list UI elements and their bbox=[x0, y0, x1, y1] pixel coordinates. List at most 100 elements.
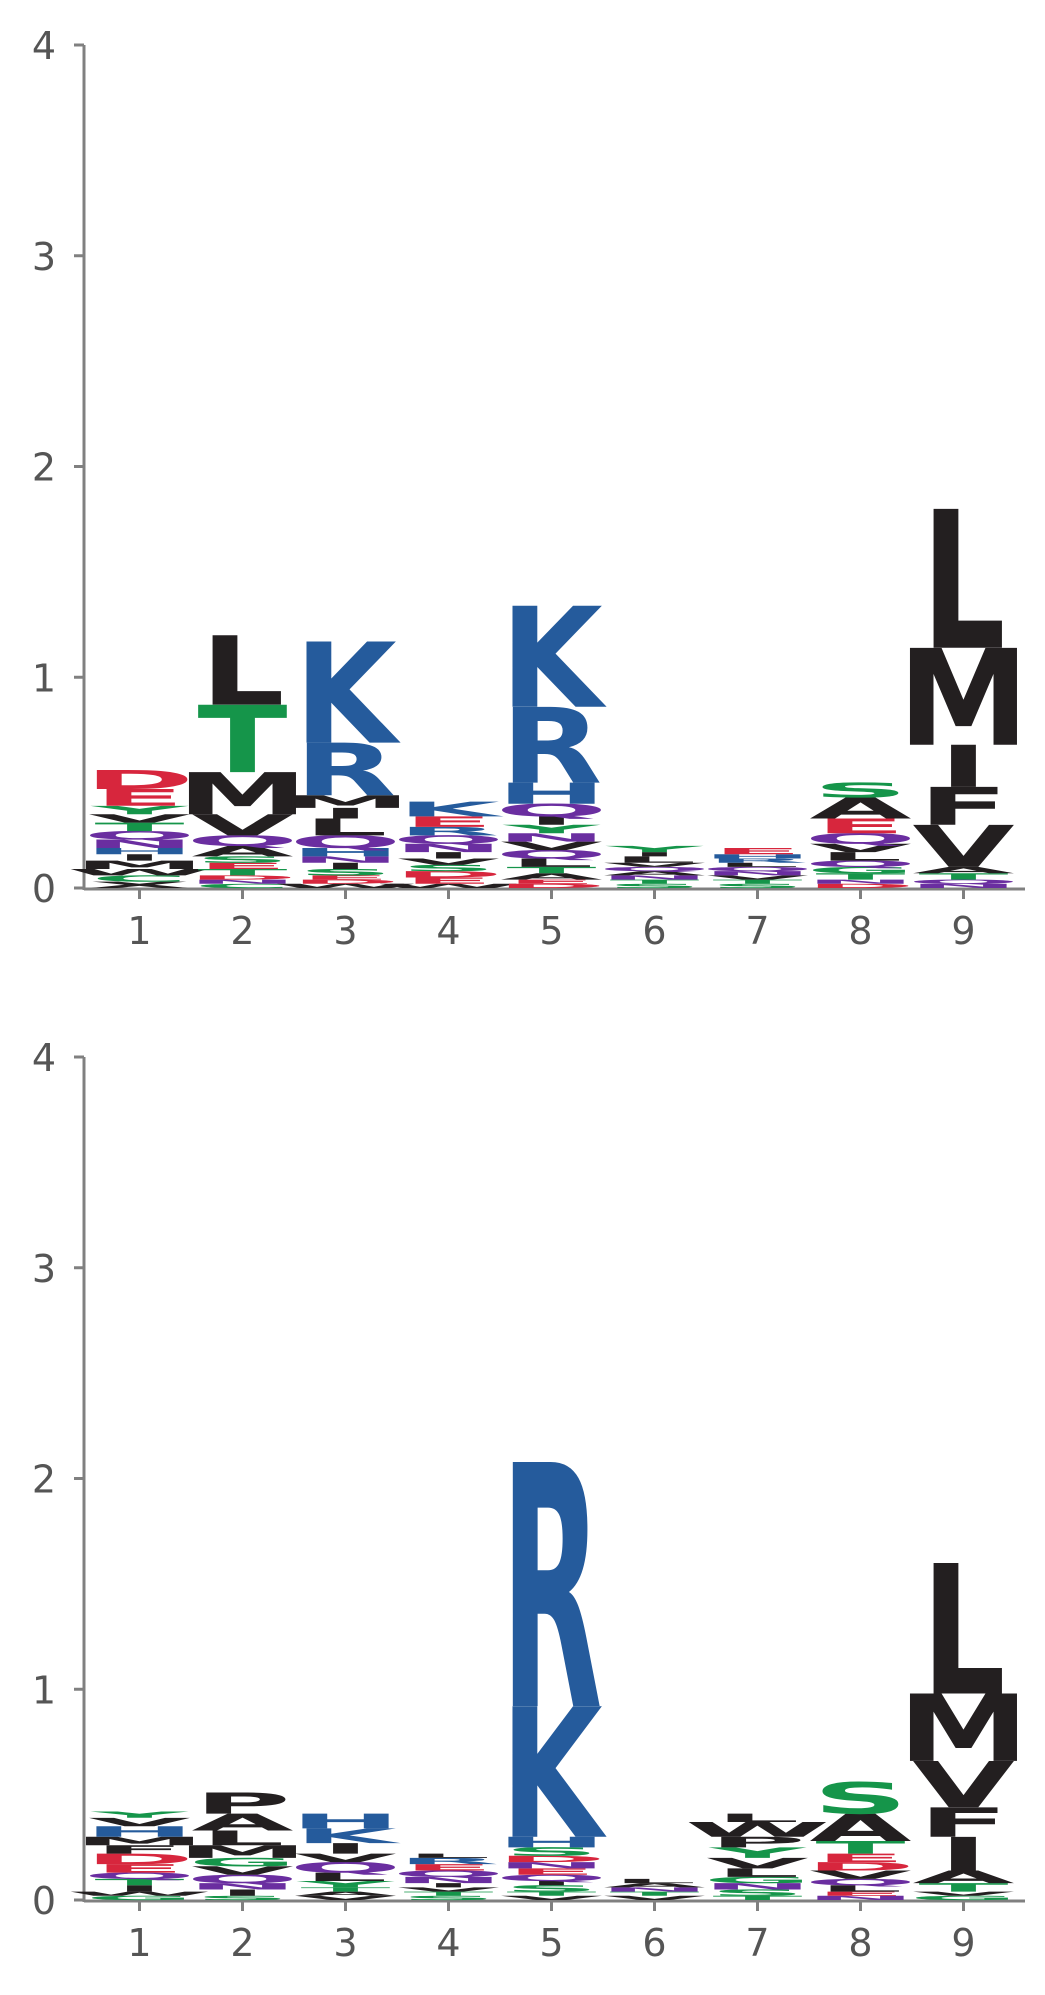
logo-letter-l: L bbox=[818, 1884, 902, 1894]
logo-letter-q: Q bbox=[186, 833, 298, 850]
x-tick-label: 2 bbox=[230, 909, 254, 953]
logo-letter-t: T bbox=[712, 1895, 802, 1902]
logo-letter-l: L bbox=[715, 1866, 799, 1879]
logo-letter-l: L bbox=[612, 855, 696, 865]
y-tick-label: 2 bbox=[32, 1458, 56, 1502]
logo-letter-n: N bbox=[84, 837, 194, 850]
logo-letter-s: S bbox=[607, 883, 702, 890]
logo-letter-q: Q bbox=[701, 866, 813, 873]
logo-letter-s: S bbox=[195, 1895, 290, 1902]
logo-letter-s: S bbox=[504, 1884, 599, 1894]
logo-letter-h: H bbox=[84, 846, 194, 856]
logo-letter-k: K bbox=[500, 578, 606, 740]
logo-letter-p: P bbox=[194, 1787, 291, 1821]
logo-letter-e: E bbox=[197, 861, 287, 871]
logo-letter-f: F bbox=[94, 1843, 184, 1856]
x-tick-label: 7 bbox=[745, 1921, 769, 1965]
logo-letter-h: H bbox=[84, 1824, 194, 1841]
y-tick-label: 1 bbox=[32, 1668, 56, 1712]
logo-letter-y: Y bbox=[605, 844, 704, 854]
logo-letter-d: D bbox=[806, 883, 916, 890]
logo-letter-t: T bbox=[197, 867, 287, 877]
logo-letter-k: K bbox=[397, 798, 503, 822]
logo-letter-f: F bbox=[918, 1799, 1008, 1846]
logo-letter-q: Q bbox=[804, 1877, 916, 1887]
x-tick-label: 2 bbox=[230, 1921, 254, 1965]
logo-letter-d: D bbox=[394, 869, 504, 879]
logo-letter-e: E bbox=[94, 785, 184, 812]
logo-letter-l: L bbox=[509, 856, 593, 869]
logo-letter-n: N bbox=[702, 1881, 812, 1891]
logo-letter-v: V bbox=[809, 1868, 912, 1881]
logo-letter-i: I bbox=[630, 851, 679, 858]
logo-letter-y: Y bbox=[502, 823, 601, 836]
logo-letter-l: L bbox=[921, 471, 1005, 693]
logo-letter-v: V bbox=[500, 839, 603, 852]
logo-letter-h: H bbox=[496, 1834, 606, 1851]
logo-letter-h: H bbox=[290, 1810, 400, 1834]
logo-letter-s: S bbox=[298, 867, 393, 877]
logo-letter-e: E bbox=[506, 878, 596, 885]
logo-letter-m: M bbox=[898, 1675, 1029, 1783]
logo-letter-v: V bbox=[500, 1895, 602, 1902]
logo-letter-t: T bbox=[815, 1838, 905, 1858]
logo-letter-e: E bbox=[815, 1890, 905, 1897]
logo-letter-l: L bbox=[200, 1827, 284, 1851]
logo-letter-p: P bbox=[709, 1834, 806, 1851]
logo-letter-f: F bbox=[918, 777, 1008, 838]
logo-letter-a: A bbox=[191, 1809, 293, 1836]
y-tick-label: 4 bbox=[32, 1036, 56, 1080]
logo-letter-v: V bbox=[294, 1895, 396, 1902]
logo-letter-n: N bbox=[496, 831, 606, 844]
x-tick-label: 6 bbox=[642, 909, 666, 953]
logo-letter-i: I bbox=[939, 1828, 988, 1882]
logo-letter-l: L bbox=[612, 1878, 696, 1885]
logo-letter-a: A bbox=[603, 1882, 705, 1889]
logo-letter-n: N bbox=[702, 870, 812, 877]
logo-letter-r: R bbox=[707, 857, 809, 864]
logo-letter-l: L bbox=[715, 1811, 799, 1824]
logo-letter-m: M bbox=[74, 1835, 205, 1848]
logo-letter-v: V bbox=[397, 1886, 499, 1893]
logo-letter-v: V bbox=[706, 874, 808, 881]
logo-letter-v: V bbox=[809, 842, 912, 855]
logo-letter-n: N bbox=[908, 883, 1018, 890]
logo-letter-d: D bbox=[85, 1851, 195, 1868]
logo-letter-v: V bbox=[603, 1895, 705, 1902]
logo-letter-d: D bbox=[85, 765, 195, 795]
x-tick-label: 9 bbox=[951, 909, 975, 953]
logo-letter-e: E bbox=[712, 846, 802, 856]
y-tick-label: 4 bbox=[32, 24, 56, 68]
logo-letter-g: G bbox=[85, 1895, 193, 1902]
logo-letter-g: G bbox=[188, 1856, 296, 1869]
logo-letter-t: T bbox=[609, 878, 699, 885]
logo-letter-l: L bbox=[303, 1870, 387, 1883]
logo-letter-m: M bbox=[280, 792, 411, 812]
logo-letter-w: W bbox=[67, 867, 213, 877]
logo-letter-g: G bbox=[806, 865, 914, 875]
logo-letter-n: N bbox=[393, 842, 503, 855]
logo-letter-l: L bbox=[303, 814, 387, 841]
logo-letter-v: V bbox=[191, 1864, 294, 1877]
x-tick-label: 3 bbox=[333, 1921, 357, 1965]
logo-letter-w: W bbox=[376, 883, 522, 890]
logo-letter-a: A bbox=[809, 1806, 911, 1850]
logo-letter-v: V bbox=[706, 1855, 809, 1872]
logo-letter-a: A bbox=[603, 870, 705, 877]
logo-letter-g: G bbox=[703, 1875, 811, 1885]
logo-letter-h: H bbox=[496, 777, 606, 811]
logo-letter-s: S bbox=[813, 779, 908, 803]
x-tick-label: 7 bbox=[745, 909, 769, 953]
logo-letter-i: I bbox=[424, 1882, 473, 1889]
logo-letter-i: I bbox=[527, 814, 576, 827]
logo-letter-l: L bbox=[921, 1528, 1005, 1736]
logo-letter-t: T bbox=[919, 1881, 1009, 1894]
logo-letter-n: N bbox=[805, 1895, 915, 1902]
x-tick-label: 4 bbox=[436, 909, 460, 953]
logo-letter-n: N bbox=[805, 878, 915, 885]
logo-letter-a: A bbox=[191, 843, 294, 860]
logo-letter-c: C bbox=[91, 874, 188, 884]
x-tick-label: 6 bbox=[642, 1921, 666, 1965]
logo-letter-v: V bbox=[88, 812, 191, 825]
logo-letter-i: I bbox=[218, 1888, 267, 1898]
